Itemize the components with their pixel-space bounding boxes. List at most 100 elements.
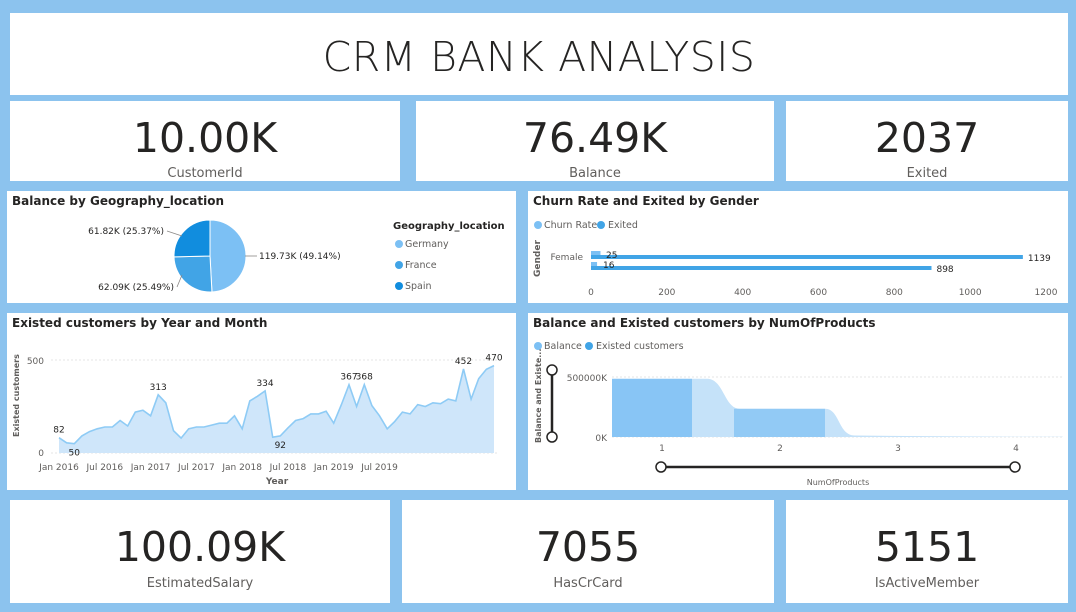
x-tick-label: 1 xyxy=(659,444,665,454)
bar-exited[interactable] xyxy=(591,266,932,270)
kpi-value: 100.09K xyxy=(114,523,286,571)
kpi-label: IsActiveMember xyxy=(874,576,980,591)
kpi-card-balance[interactable]: 76.49K Balance xyxy=(416,101,774,181)
y-axis-title: Balance and Existe... xyxy=(534,349,543,443)
kpi-card-customerid[interactable]: 10.00K CustomerId xyxy=(10,101,400,181)
x-tick-label: 2 xyxy=(777,444,783,454)
x-slider-handle-left[interactable] xyxy=(655,461,667,473)
area-fill xyxy=(59,365,494,453)
x-axis-title: NumOfProducts xyxy=(807,478,870,487)
kpi-value: 10.00K xyxy=(132,114,278,162)
x-tick-label: Jan 2017 xyxy=(130,463,171,473)
kpi-card-exited[interactable]: 2037 Exited xyxy=(786,101,1068,181)
x-axis-title: Year xyxy=(265,477,289,487)
bar-data-label: 898 xyxy=(936,265,953,275)
legend-item[interactable]: France xyxy=(405,260,437,271)
gender-chart-title: Churn Rate and Exited by Gender xyxy=(533,194,759,208)
bar-churn-rate[interactable] xyxy=(591,262,598,266)
y-tick-label: 500000K xyxy=(567,374,608,384)
y-slider-handle-bottom[interactable] xyxy=(546,431,558,443)
kpi-card-isactivemember[interactable]: 5151 IsActiveMember xyxy=(786,500,1068,603)
kpi-label: Exited xyxy=(906,166,948,181)
kpi-card-hascrcard[interactable]: 7055 HasCrCard xyxy=(402,500,774,603)
x-tick-label: Jan 2019 xyxy=(313,463,354,473)
pie-slice-spain[interactable] xyxy=(173,219,211,258)
title-panel: CRM BANK ANALYSIS xyxy=(10,13,1068,95)
products-area-chart: Balance Existed customers Balance and Ex… xyxy=(534,341,1063,487)
kpi-value: 7055 xyxy=(535,523,641,571)
kpi-card-estimatedsalary[interactable]: 100.09K EstimatedSalary xyxy=(10,500,390,603)
legend-title: Geography_location xyxy=(393,221,505,232)
pie-data-label: 62.09K (25.49%) xyxy=(98,283,174,293)
time-chart-title: Existed customers by Year and Month xyxy=(12,316,268,330)
line-data-label: 82 xyxy=(53,426,64,436)
y-axis-title: Existed customers xyxy=(12,354,21,437)
y-slider-handle-top[interactable] xyxy=(546,364,558,376)
x-tick-label: 800 xyxy=(886,288,903,298)
kpi-value: 76.49K xyxy=(522,114,668,162)
bar-data-label: 25 xyxy=(606,251,617,261)
x-tick-label: 0 xyxy=(588,288,594,298)
legend-marker xyxy=(597,221,605,229)
legend-item: Existed customers xyxy=(596,341,684,352)
pie-slice-germany[interactable] xyxy=(209,219,247,293)
geo-pie-chart: 119.73K (49.14%) 62.09K (25.49%) 61.82K … xyxy=(88,219,505,293)
pie-leader-line xyxy=(176,274,183,288)
bar-exited[interactable] xyxy=(591,255,1023,259)
kpi-label: CustomerId xyxy=(167,166,243,181)
legend-item: Churn Rate xyxy=(544,220,597,231)
category-label: Female xyxy=(550,253,583,263)
x-tick-label: Jan 2016 xyxy=(38,463,79,473)
legend-marker xyxy=(395,282,403,290)
geo-pie-panel[interactable]: Balance by Geography_location 119.73K (4… xyxy=(7,191,516,303)
legend-marker xyxy=(534,221,542,229)
area-existed-customers[interactable] xyxy=(734,408,825,437)
gender-bar-panel[interactable]: Churn Rate and Exited by Gender Churn Ra… xyxy=(528,191,1068,303)
y-axis-title: Gender xyxy=(533,240,543,277)
line-data-label: 92 xyxy=(275,441,286,451)
x-tick-label: 200 xyxy=(658,288,675,298)
kpi-label: Balance xyxy=(569,166,621,181)
bar-churn-rate[interactable] xyxy=(591,251,601,255)
area-line xyxy=(58,364,495,445)
bar-data-label: 1139 xyxy=(1028,254,1051,264)
x-tick-label: 1000 xyxy=(959,288,982,298)
time-area-chart: Existed customers 500 0 82 50 313 334 92 3673… xyxy=(12,354,503,487)
legend-marker xyxy=(585,342,593,350)
area-existed-customers[interactable] xyxy=(612,378,692,437)
bar-data-label: 16 xyxy=(603,261,615,271)
legend-marker xyxy=(395,261,403,269)
x-tick-label: 3 xyxy=(895,444,901,454)
x-tick-label: Jul 2018 xyxy=(269,463,307,473)
line-data-label: 367 xyxy=(340,373,357,383)
x-tick-label: Jul 2019 xyxy=(360,463,398,473)
legend-item[interactable]: Spain xyxy=(405,281,432,292)
kpi-label: EstimatedSalary xyxy=(146,576,254,591)
page-title: CRM BANK ANALYSIS xyxy=(322,33,756,81)
x-tick-label: Jan 2018 xyxy=(221,463,262,473)
geo-chart-title: Balance by Geography_location xyxy=(12,194,225,208)
line-data-label: 313 xyxy=(150,383,167,393)
legend-item[interactable]: Germany xyxy=(405,239,449,250)
kpi-value: 2037 xyxy=(874,114,980,162)
products-chart-title: Balance and Existed customers by NumOfPr… xyxy=(533,316,876,330)
kpi-label: HasCrCard xyxy=(553,576,623,591)
time-area-panel[interactable]: Existed customers by Year and Month Exis… xyxy=(7,313,516,490)
products-area-panel[interactable]: Balance and Existed customers by NumOfPr… xyxy=(528,313,1068,490)
x-tick-label: 1200 xyxy=(1035,288,1058,298)
line-data-label: 452 xyxy=(455,357,472,367)
legend-item: Balance xyxy=(544,341,582,352)
y-tick-label: 500 xyxy=(27,357,44,367)
legend-marker xyxy=(534,342,542,350)
x-slider-handle-right[interactable] xyxy=(1009,461,1021,473)
pie-data-label: 119.73K (49.14%) xyxy=(259,252,341,262)
y-tick-label: 0 xyxy=(38,449,44,459)
pie-data-label: 61.82K (25.37%) xyxy=(88,227,164,237)
x-tick-label: Jul 2017 xyxy=(177,463,215,473)
x-tick-label: 4 xyxy=(1013,444,1019,454)
area-balance[interactable] xyxy=(612,378,1063,437)
x-tick-label: Jul 2016 xyxy=(85,463,123,473)
x-tick-label: 400 xyxy=(734,288,751,298)
pie-slice-france[interactable] xyxy=(173,255,213,293)
